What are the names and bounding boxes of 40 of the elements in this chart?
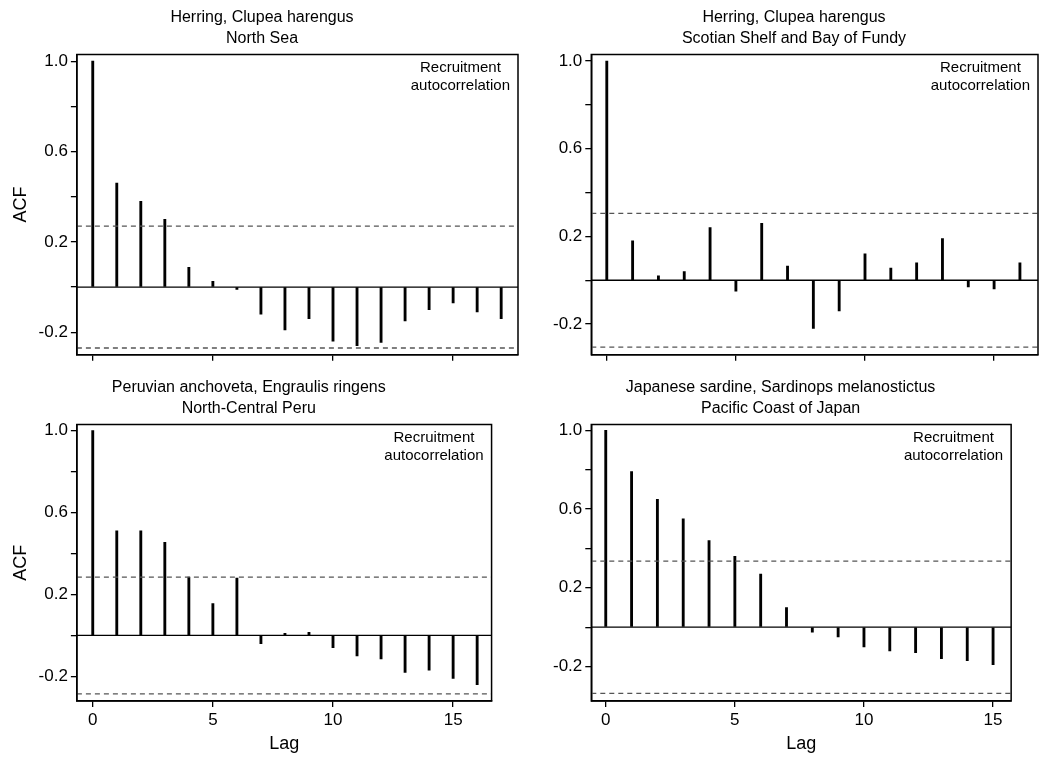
chart-subtitle: North Sea <box>225 29 299 47</box>
y-tick-label: -0.2 <box>38 666 68 686</box>
x-tick-label: 10 <box>323 709 343 729</box>
annotation: Recruitment autocorrelation <box>930 58 1030 94</box>
y-tick-label: -0.2 <box>38 321 68 341</box>
x-axis-title: Lag <box>269 733 300 754</box>
y-tick-label: 0.2 <box>44 584 68 604</box>
y-tick-label: 0.2 <box>558 226 583 246</box>
x-tick-label: 5 <box>730 709 740 729</box>
x-tick-label: 0 <box>88 709 98 729</box>
annotation: Recruitment autocorrelation <box>903 428 1004 464</box>
chart-subtitle: Pacific Coast of Japan <box>700 399 861 417</box>
chart-subtitle: Scotian Shelf and Bay of Fundy <box>681 29 907 47</box>
chart-title: Japanese sardine, Sardinops melanostictus <box>625 378 936 396</box>
y-tick-label: 0.2 <box>44 231 68 251</box>
y-tick-label: 0.6 <box>558 138 583 158</box>
x-tick-label: 15 <box>983 709 1003 729</box>
y-axis-title: ACF <box>9 544 30 581</box>
x-tick-label: 5 <box>208 709 218 729</box>
chart-subtitle: North-Central Peru <box>181 399 316 417</box>
y-tick-label: 1.0 <box>44 50 68 70</box>
y-tick-label: 1.0 <box>558 419 583 439</box>
y-tick-label: 1.0 <box>558 50 583 70</box>
y-tick-label: 0.2 <box>558 577 583 597</box>
annotation: Recruitment autocorrelation <box>384 428 484 464</box>
x-tick-label: 0 <box>601 709 611 729</box>
chart-title: Peruvian anchoveta, Engraulis ringens <box>111 378 386 396</box>
y-tick-label: -0.2 <box>553 313 583 333</box>
y-tick-label: -0.2 <box>553 656 583 676</box>
x-tick-label: 10 <box>854 709 874 729</box>
y-tick-label: 1.0 <box>44 420 68 440</box>
y-axis-title: ACF <box>9 186 30 223</box>
chart-title: Herring, Clupea harengus <box>170 8 354 26</box>
x-tick-label: 15 <box>443 709 463 729</box>
y-tick-label: 0.6 <box>44 502 68 522</box>
annotation: Recruitment autocorrelation <box>410 58 510 94</box>
y-tick-label: 0.6 <box>558 498 583 518</box>
chart-title: Herring, Clupea harengus <box>702 8 886 26</box>
x-axis-title: Lag <box>786 733 817 754</box>
y-tick-label: 0.6 <box>44 141 68 161</box>
